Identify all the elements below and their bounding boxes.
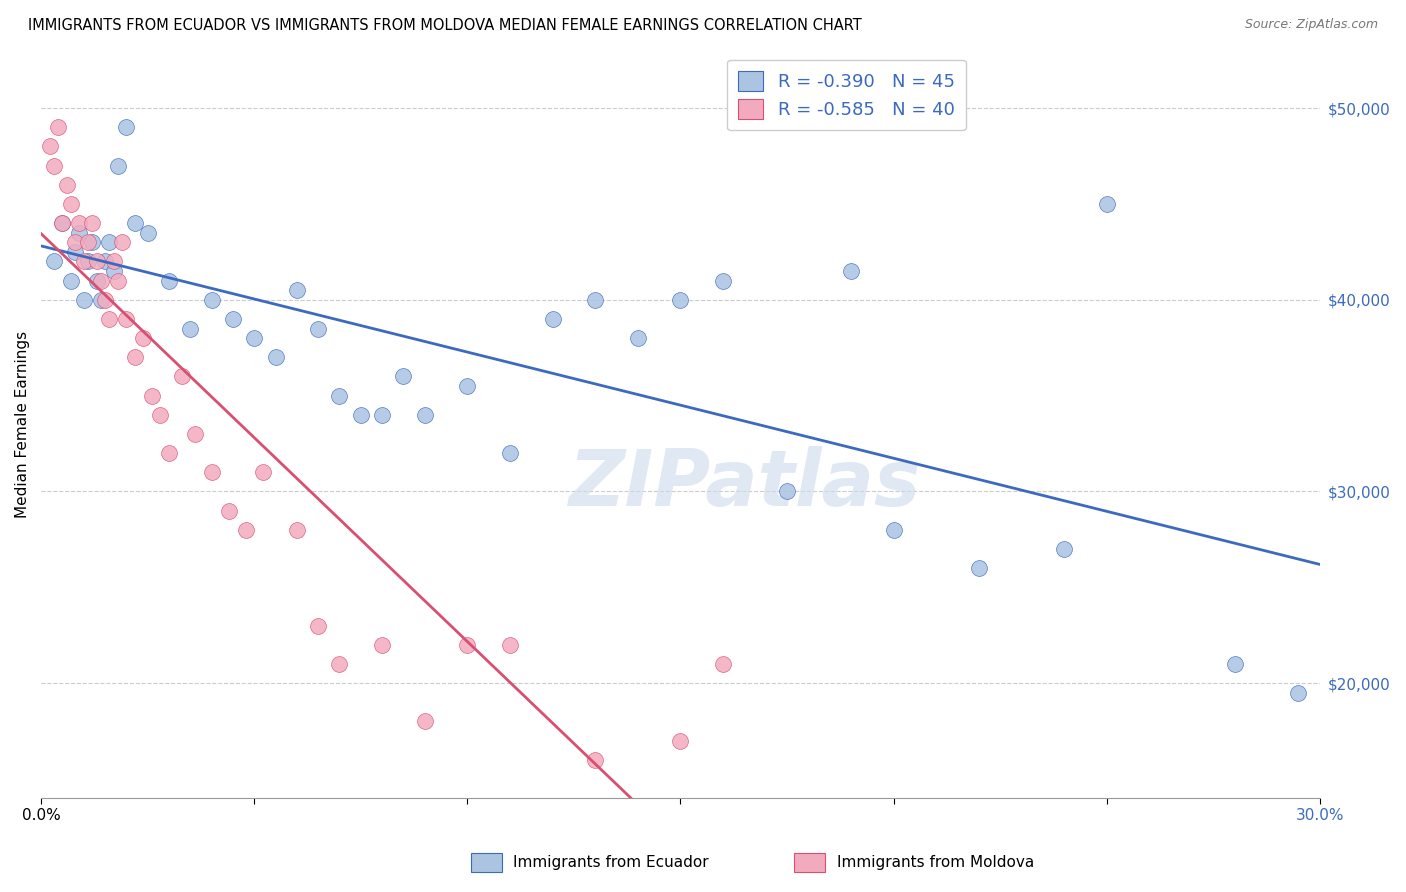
Point (90, 293, 112, 307)
Point (51, 216, 73, 230)
Point (59, 274, 82, 288)
Point (82, 235, 104, 250)
Point (285, 283, 308, 297)
Text: Immigrants from Ecuador: Immigrants from Ecuador (513, 855, 709, 870)
Point (711, 274, 734, 288)
Point (59, 197, 82, 211)
Y-axis label: Median Female Earnings: Median Female Earnings (15, 331, 30, 518)
Point (179, 321, 201, 335)
Point (627, 331, 650, 345)
Point (285, 523, 308, 537)
Point (51, 216, 73, 230)
Text: ZIPatlas: ZIPatlas (568, 446, 921, 522)
Point (115, 120, 138, 135)
Point (42, 254, 65, 268)
Point (136, 226, 159, 240)
Point (499, 446, 522, 460)
Point (392, 369, 415, 384)
Point (200, 465, 222, 479)
Point (413, 408, 436, 422)
Point (307, 321, 329, 335)
Point (77, 254, 100, 268)
Point (252, 465, 274, 479)
Point (82, 216, 104, 230)
Point (583, 753, 606, 767)
Point (69, 216, 91, 230)
Point (111, 235, 134, 250)
Point (107, 274, 129, 288)
Point (541, 312, 564, 326)
Point (69, 226, 91, 240)
Point (73, 293, 96, 307)
Point (141, 389, 163, 403)
Point (200, 293, 222, 307)
Point (307, 618, 329, 632)
Point (669, 293, 692, 307)
Point (94, 254, 117, 268)
Point (328, 389, 350, 403)
Point (77, 235, 100, 250)
Point (218, 503, 240, 517)
Point (157, 446, 180, 460)
Point (124, 351, 146, 365)
Point (46, 120, 69, 135)
Point (98, 312, 121, 326)
Point (149, 408, 172, 422)
Point (55, 178, 77, 192)
Legend: R = -0.390   N = 45, R = -0.585   N = 40: R = -0.390 N = 45, R = -0.585 N = 40 (727, 60, 966, 130)
Point (711, 657, 734, 671)
Point (107, 159, 129, 173)
Point (456, 638, 478, 652)
Point (1223, 657, 1246, 671)
Point (42, 159, 65, 173)
Point (967, 561, 990, 575)
Point (1288, 686, 1310, 700)
Point (264, 351, 287, 365)
Point (63, 235, 86, 250)
Point (86, 254, 108, 268)
Point (413, 714, 436, 729)
Point (350, 408, 373, 422)
Point (1053, 541, 1076, 556)
Point (776, 484, 799, 499)
Text: IMMIGRANTS FROM ECUADOR VS IMMIGRANTS FROM MOLDOVA MEDIAN FEMALE EARNINGS CORREL: IMMIGRANTS FROM ECUADOR VS IMMIGRANTS FR… (28, 18, 862, 33)
Point (243, 331, 266, 345)
Point (235, 523, 257, 537)
Point (883, 523, 905, 537)
Point (328, 657, 350, 671)
Point (669, 733, 692, 747)
Point (115, 312, 138, 326)
Point (63, 244, 86, 259)
Point (583, 293, 606, 307)
Point (86, 274, 108, 288)
Point (371, 408, 394, 422)
Point (38, 139, 60, 153)
Point (222, 312, 245, 326)
Point (94, 293, 117, 307)
Point (103, 264, 125, 278)
Point (183, 426, 205, 441)
Point (371, 638, 394, 652)
Point (499, 638, 522, 652)
Point (132, 331, 155, 345)
Point (90, 274, 112, 288)
Point (839, 264, 862, 278)
Point (1095, 197, 1118, 211)
Point (157, 274, 180, 288)
Point (456, 379, 478, 393)
Point (98, 235, 121, 250)
Point (103, 254, 125, 268)
Point (73, 254, 96, 268)
Point (124, 216, 146, 230)
Point (170, 369, 193, 384)
Text: Immigrants from Moldova: Immigrants from Moldova (837, 855, 1033, 870)
Text: Source: ZipAtlas.com: Source: ZipAtlas.com (1244, 18, 1378, 31)
